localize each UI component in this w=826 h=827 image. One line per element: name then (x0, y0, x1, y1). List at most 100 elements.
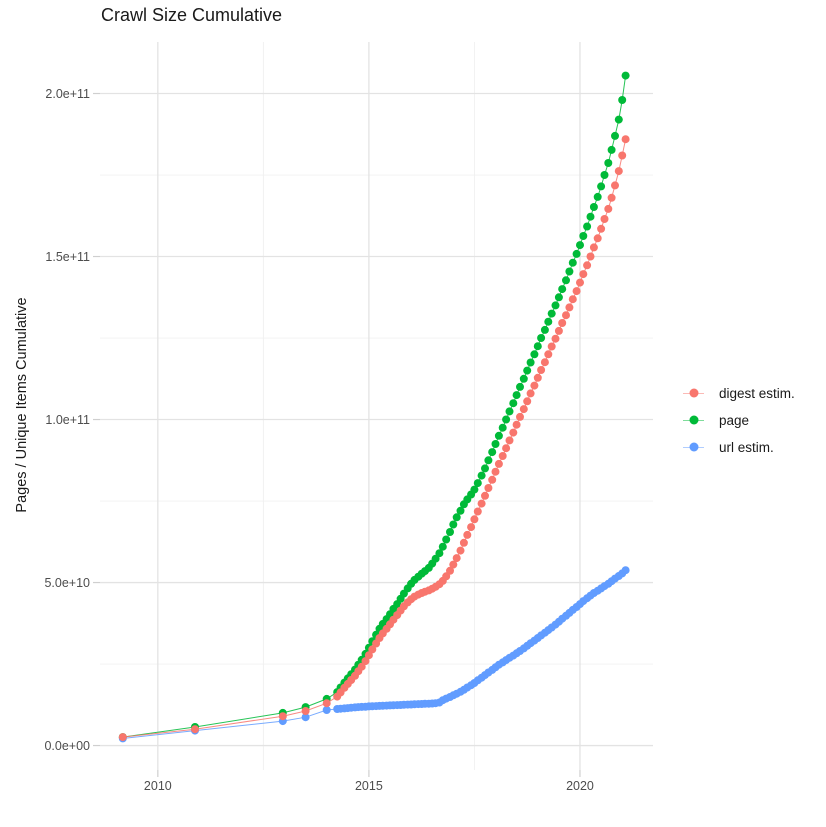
data-point (583, 261, 592, 270)
data-point (597, 182, 606, 191)
data-point (614, 115, 623, 124)
data-point (554, 293, 563, 302)
data-point (456, 546, 465, 555)
data-point (530, 381, 539, 390)
data-point (611, 181, 619, 190)
data-point (540, 358, 549, 367)
data-point (533, 373, 542, 382)
data-point (589, 243, 598, 252)
data-point (583, 222, 592, 231)
series-page (118, 71, 630, 742)
data-point (446, 566, 454, 575)
data-point (473, 479, 482, 488)
data-point (446, 528, 454, 536)
grid-minor (100, 42, 653, 770)
data-point (607, 193, 616, 202)
data-point (523, 397, 532, 406)
data-point (526, 358, 535, 367)
data-point (565, 267, 574, 276)
data-point (364, 651, 373, 660)
data-point (562, 311, 570, 320)
data-point (449, 520, 458, 529)
data-point (576, 241, 584, 250)
data-point (516, 382, 524, 391)
data-point (537, 366, 546, 374)
data-point (435, 549, 444, 558)
data-point (477, 499, 486, 508)
data-point (519, 405, 528, 414)
legend-item-digest-estim: digest estim. (683, 384, 795, 402)
data-point (562, 276, 570, 285)
data-point (547, 342, 556, 351)
data-point (530, 350, 539, 359)
legend-label: url estim. (719, 439, 774, 455)
legend-key-icon (683, 413, 704, 427)
legend-label: digest estim. (719, 385, 795, 401)
y-tick-label: 1.5e+11 (45, 250, 90, 264)
data-point (449, 560, 458, 569)
data-point (565, 303, 574, 312)
data-point (519, 374, 528, 383)
y-tick-labels: 0.0e+00 5.0e+10 1.0e+11 1.5e+11 2.0e+11 (44, 87, 90, 753)
data-point (463, 530, 472, 539)
data-point (322, 699, 331, 708)
data-point (568, 258, 577, 267)
data-point (191, 725, 199, 734)
data-point (572, 249, 581, 258)
data-point (568, 295, 577, 304)
data-point (502, 415, 511, 424)
data-point (593, 234, 602, 243)
data-point (322, 706, 331, 714)
legend-item-url-estim: url estim. (683, 438, 795, 456)
data-point (579, 232, 588, 240)
data-point (516, 412, 524, 421)
data-point (473, 507, 482, 516)
data-point (502, 444, 511, 453)
data-point (551, 301, 560, 310)
data-point (452, 554, 461, 563)
data-point (301, 707, 310, 715)
data-point (551, 334, 560, 343)
data-point (593, 192, 602, 201)
data-point (589, 203, 598, 211)
data-point (494, 431, 503, 440)
data-point (505, 407, 514, 416)
data-point (278, 712, 287, 721)
data-point (621, 71, 630, 80)
data-point (470, 515, 479, 524)
data-point (498, 423, 507, 432)
x-tick-label: 2020 (566, 779, 594, 793)
data-point (558, 285, 567, 294)
grid-major (100, 42, 653, 770)
data-point (481, 491, 489, 500)
data-point (368, 645, 377, 654)
data-point (547, 309, 556, 318)
data-point (477, 471, 486, 480)
legend-key-icon (683, 440, 704, 454)
data-point (438, 542, 447, 551)
data-point (488, 475, 497, 484)
data-point (607, 145, 616, 154)
data-point (618, 96, 627, 104)
y-tick-label: 0.0e+00 (44, 739, 90, 753)
data-point (558, 319, 567, 327)
y-tick-label: 5.0e+10 (44, 576, 90, 590)
data-point (604, 159, 613, 167)
data-point (554, 326, 563, 335)
data-point (491, 467, 500, 476)
data-point (537, 334, 546, 342)
y-tick-label: 1.0e+11 (45, 413, 90, 427)
x-tick-labels: 2010 2015 2020 (144, 779, 594, 793)
data-point (357, 662, 366, 671)
data-point (597, 224, 606, 233)
data-point (533, 342, 542, 351)
data-point (484, 456, 493, 465)
data-point (494, 459, 503, 468)
data-point (512, 420, 521, 429)
data-point (618, 151, 627, 160)
chart-title: Crawl Size Cumulative (101, 5, 283, 25)
data-point (544, 350, 553, 359)
series-line (122, 569, 626, 739)
data-point (301, 713, 310, 722)
